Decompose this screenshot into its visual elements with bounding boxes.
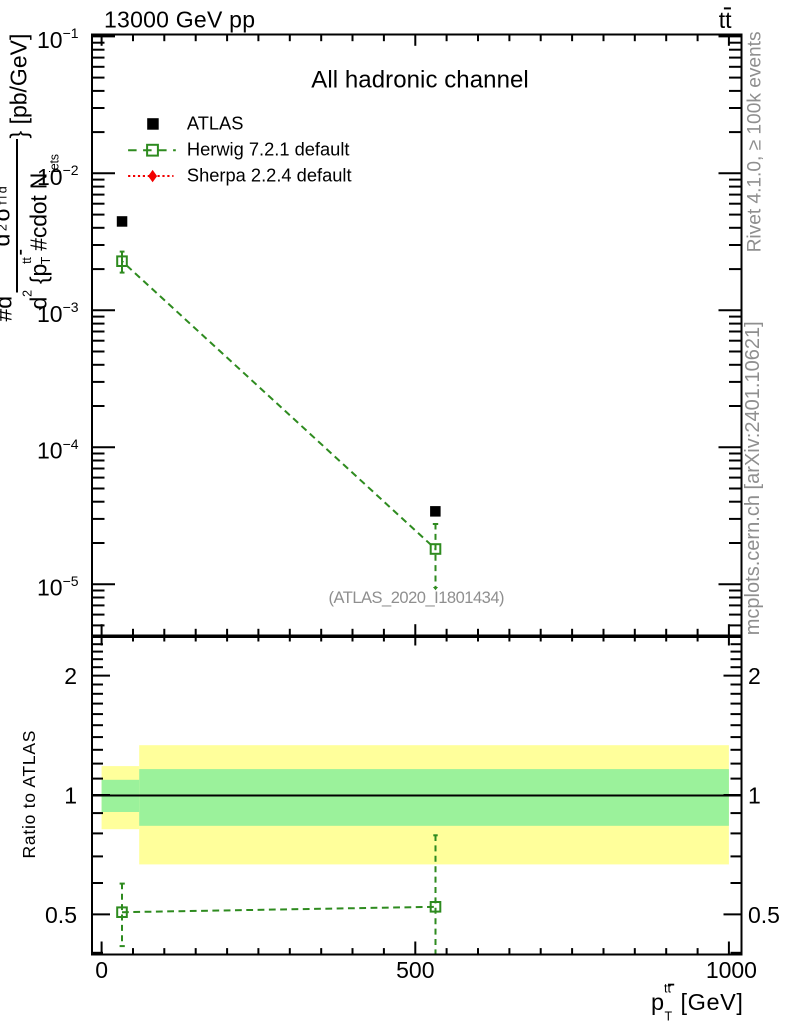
svg-text:0.5: 0.5 [748,902,780,928]
svg-text:0.5: 0.5 [45,902,77,928]
svg-text:tt: tt [664,982,671,996]
svg-text:p: p [651,989,664,1015]
svg-text:mcplots.cern.ch [arXiv:2401.10: mcplots.cern.ch [arXiv:2401.10621] [742,321,764,635]
svg-text:0: 0 [95,957,108,983]
svg-text:All hadronic channel: All hadronic channel [311,67,529,94]
svg-text:T: T [665,1009,673,1023]
svg-text:1: 1 [748,782,761,808]
svg-text:10−3: 10−3 [37,299,79,327]
svg-text:1000: 1000 [706,957,757,983]
svg-text:#d: #d [0,296,17,322]
svg-text:(ATLAS_2020_I1801434): (ATLAS_2020_I1801434) [329,589,505,607]
svg-text:1: 1 [64,782,77,808]
svg-text:500: 500 [396,957,434,983]
svg-text:ATLAS: ATLAS [187,112,244,133]
svg-text:Herwig 7.2.1 default: Herwig 7.2.1 default [187,139,350,160]
svg-text:13000 GeV pp: 13000 GeV pp [104,7,255,33]
svg-text:2: 2 [64,663,77,689]
svg-text:tt: tt [719,7,732,33]
svg-text:2: 2 [748,663,761,689]
svg-text:Ratio to ATLAS: Ratio to ATLAS [19,731,39,859]
svg-text:Rivet 4.1.0, ≥ 100k events: Rivet 4.1.0, ≥ 100k events [745,31,766,252]
svg-text:Sherpa 2.2.4 default: Sherpa 2.2.4 default [187,165,352,186]
svg-text:[GeV]: [GeV] [681,989,743,1015]
svg-text:} [pb/GeV]: } [pb/GeV] [6,34,32,139]
